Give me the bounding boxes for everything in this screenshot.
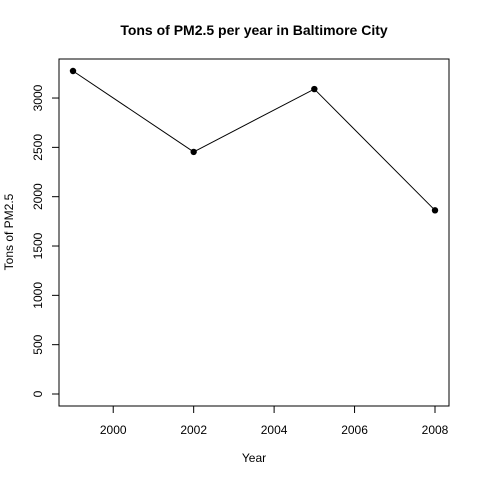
y-tick-label: 0 (31, 390, 45, 397)
x-tick-label: 2002 (180, 423, 207, 437)
data-point (311, 85, 318, 93)
series-group (69, 67, 439, 214)
x-tick-label: 2000 (100, 423, 127, 437)
y-axis-label: Tons of PM2.5 (2, 193, 16, 270)
x-axis-label: Year (242, 451, 266, 465)
y-tick-label: 3000 (31, 84, 45, 111)
y-tick-label: 1500 (31, 232, 45, 259)
x-axis: 2000 2002 2004 2006 2008 (100, 406, 449, 437)
y-tick-label: 2000 (31, 183, 45, 210)
chart-title: Tons of PM2.5 per year in Baltimore City (120, 22, 388, 38)
x-tick-label: 2008 (422, 423, 449, 437)
series-line (72, 70, 436, 211)
y-axis: 0 500 1000 1500 2000 2500 3000 (31, 84, 59, 397)
data-point (69, 67, 77, 75)
y-tick-label: 500 (31, 334, 45, 354)
y-tick-label: 2500 (31, 134, 45, 161)
data-point (190, 148, 197, 156)
x-tick-label: 2004 (261, 423, 288, 437)
y-tick-label: 1000 (31, 282, 45, 309)
x-tick-label: 2006 (341, 423, 368, 437)
plot-frame (58, 58, 450, 407)
data-point (431, 207, 439, 214)
